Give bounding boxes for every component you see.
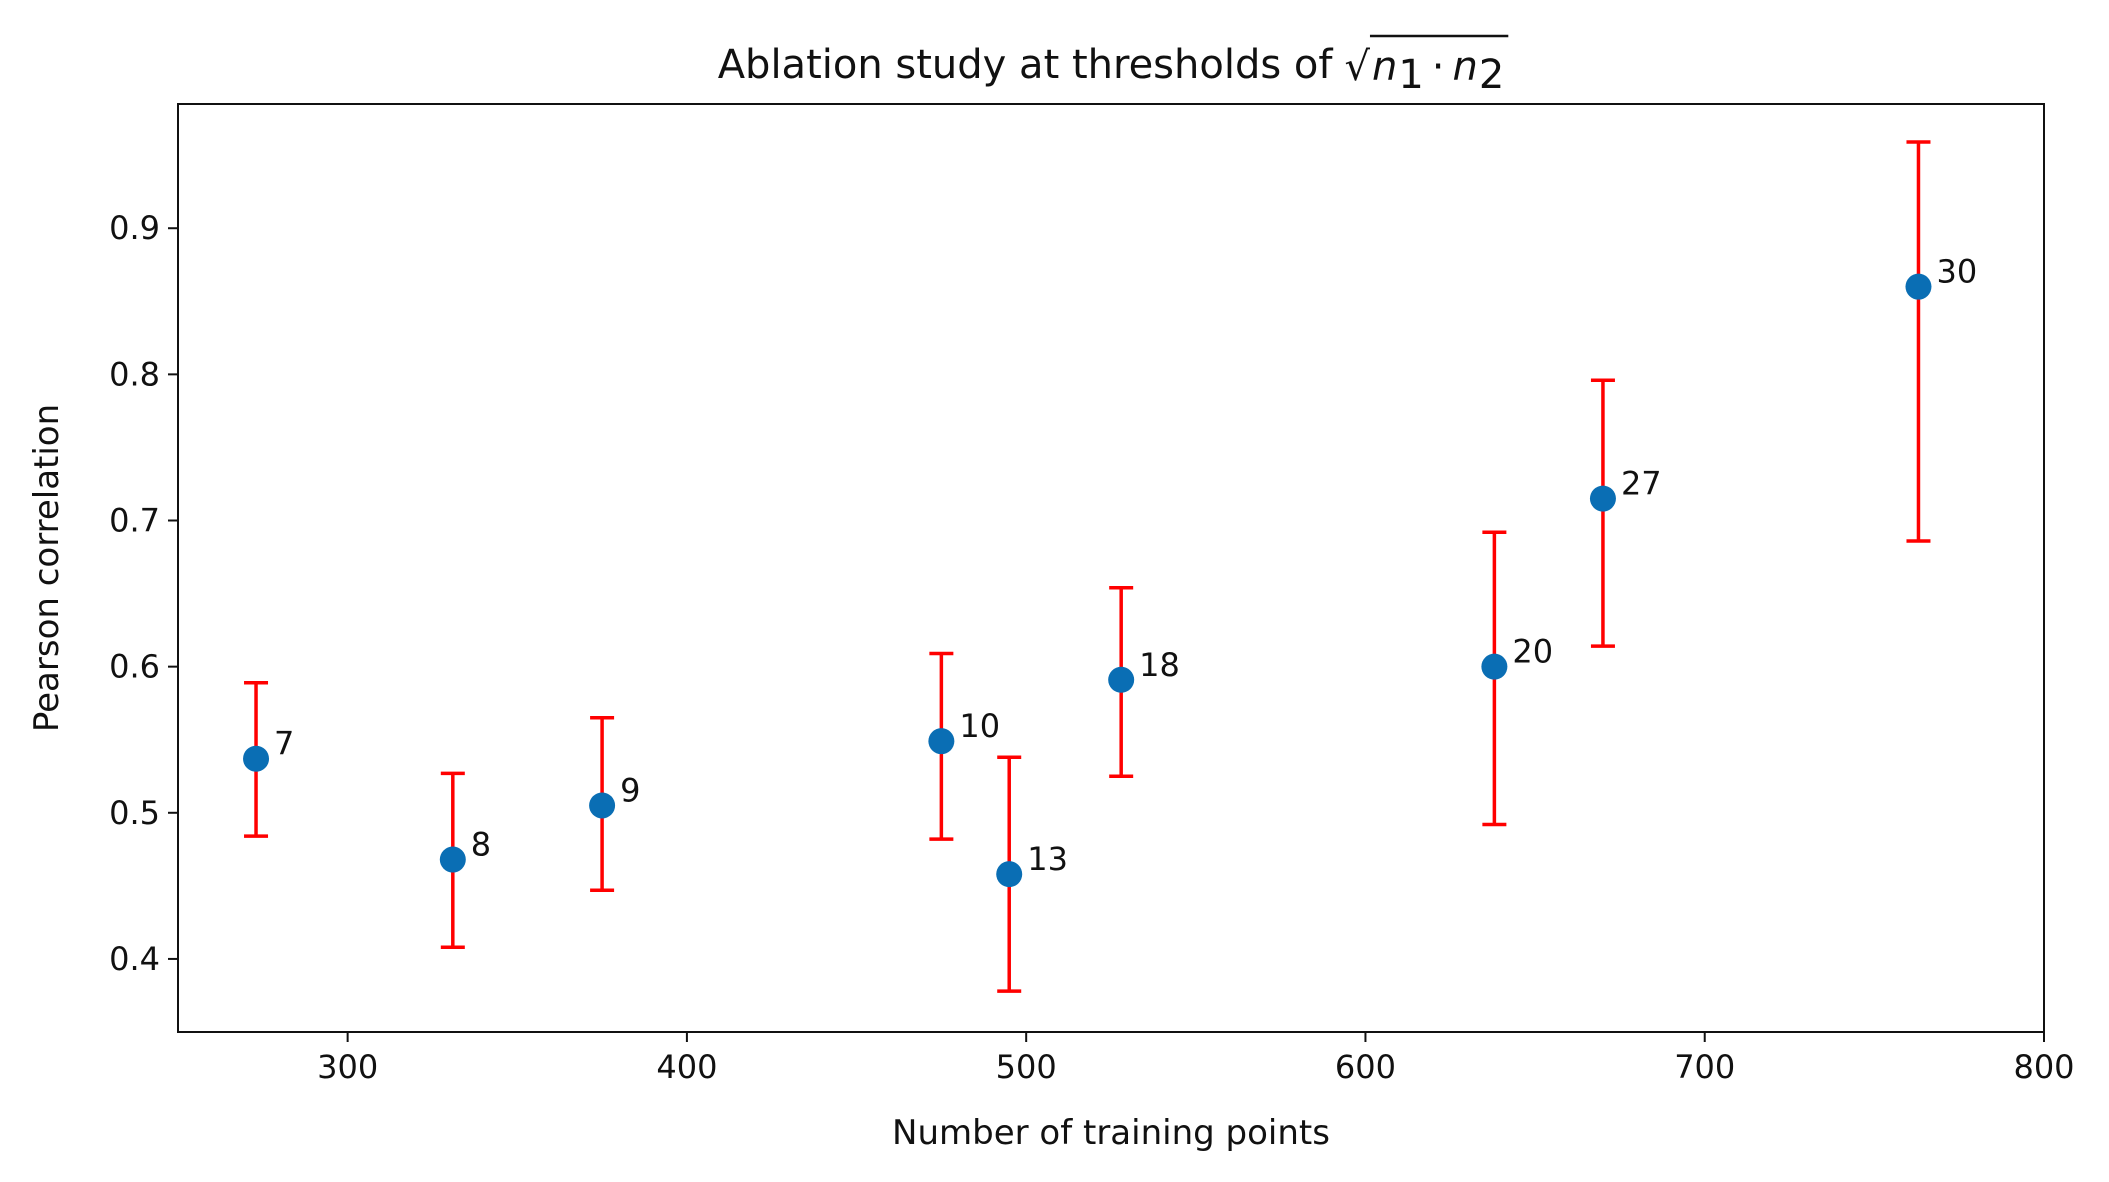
title-sub1: 1 <box>1398 52 1423 98</box>
data-point <box>1589 485 1616 512</box>
data-point-label: 10 <box>959 707 1000 745</box>
data-point-label: 7 <box>274 725 294 763</box>
data-point <box>1481 653 1508 680</box>
title-dot: · <box>1432 44 1445 90</box>
x-tick-label: 500 <box>996 1048 1057 1086</box>
error-bar <box>1906 140 1931 543</box>
title-radical-symbol: √ <box>1344 44 1370 90</box>
data-point-label: 30 <box>1936 253 1977 291</box>
data-point <box>589 792 616 819</box>
data-labels: 7 8 9 10 13 18 20 27 30 <box>274 253 1977 878</box>
data-point-label: 18 <box>1139 646 1180 684</box>
data-point <box>996 861 1023 888</box>
data-points <box>243 273 1932 888</box>
data-point <box>243 745 270 772</box>
x-tick-label: 800 <box>2013 1048 2074 1086</box>
y-tick-label: 0.7 <box>109 502 160 540</box>
x-tick-label: 600 <box>1335 1048 1396 1086</box>
x-tick-label: 700 <box>1674 1048 1735 1086</box>
y-tick-label: 0.5 <box>109 794 160 832</box>
x-tick-label: 300 <box>317 1048 378 1086</box>
data-point <box>1108 666 1135 693</box>
title-n1: n <box>1372 44 1397 90</box>
y-tick-label: 0.6 <box>109 648 160 686</box>
y-tick-label: 0.4 <box>109 940 160 978</box>
chart-title: Ablation study at thresholds of <box>718 42 1334 88</box>
data-point-label: 13 <box>1027 840 1068 878</box>
y-axis-ticks: 0.4 0.5 0.6 0.7 0.8 0.9 <box>109 209 178 978</box>
y-axis-label: Pearson correlation <box>27 404 67 732</box>
chart-title-group: Ablation study at thresholds of √ n 1 · … <box>718 34 1509 98</box>
data-point-label: 27 <box>1621 465 1662 503</box>
y-tick-label: 0.9 <box>109 209 160 247</box>
data-point <box>1905 273 1932 300</box>
x-axis-label: Number of training points <box>892 1113 1330 1153</box>
error-bars <box>244 140 1931 993</box>
title-n2: n <box>1452 44 1477 90</box>
data-point <box>928 728 955 755</box>
y-tick-label: 0.8 <box>109 355 160 393</box>
title-sub2: 2 <box>1479 52 1504 98</box>
plot-area-frame <box>177 103 2045 1033</box>
data-point-label: 8 <box>471 826 491 864</box>
x-axis-ticks: 300 400 500 600 700 800 <box>317 1032 2075 1086</box>
data-point <box>439 846 466 873</box>
x-tick-label: 400 <box>656 1048 717 1086</box>
error-bar <box>1590 378 1615 648</box>
data-point-label: 20 <box>1512 633 1553 671</box>
data-point-label: 9 <box>620 771 640 809</box>
